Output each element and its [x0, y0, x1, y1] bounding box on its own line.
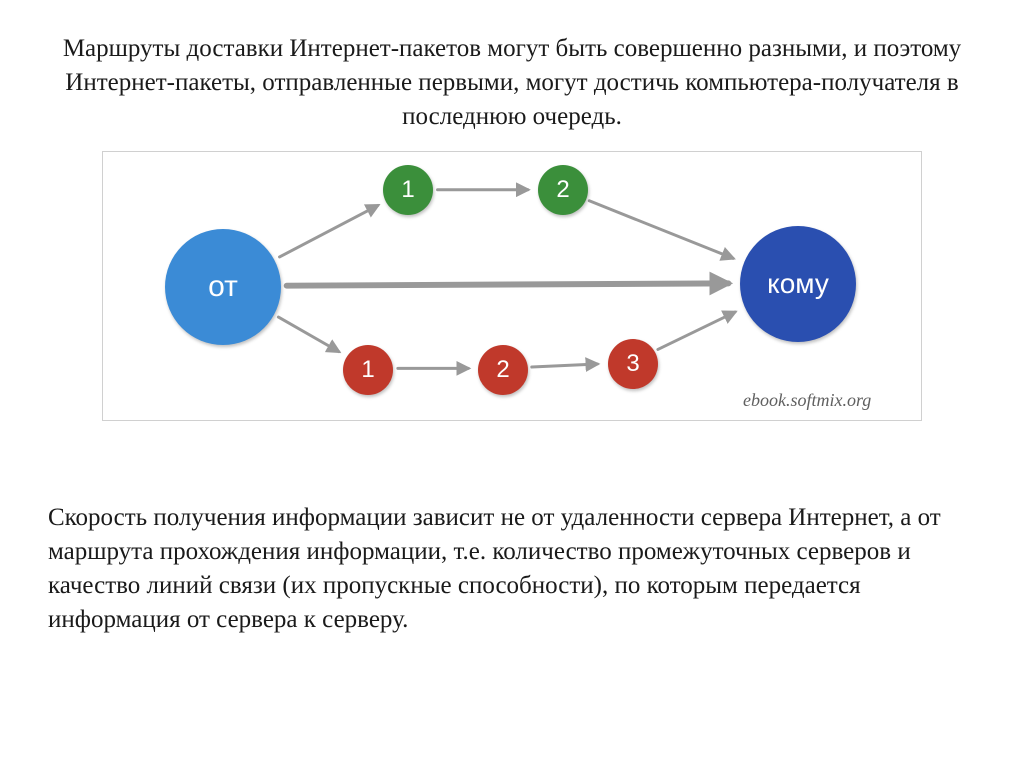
routing-diagram: от кому 1 2 1 2 3 ebook.softmix.org	[102, 151, 922, 421]
arrow	[589, 201, 733, 259]
paragraph-bottom: Скорость получения информации зависит не…	[0, 421, 1024, 636]
arrow	[532, 364, 598, 367]
node-r1: 1	[343, 345, 393, 395]
node-from: от	[165, 229, 281, 345]
node-to: кому	[740, 226, 856, 342]
node-r2: 2	[478, 345, 528, 395]
node-g2: 2	[538, 165, 588, 215]
arrow	[280, 206, 378, 258]
arrow	[278, 317, 338, 352]
paragraph-top: Маршруты доставки Интернет-пакетов могут…	[0, 0, 1024, 133]
node-g1: 1	[383, 165, 433, 215]
arrow	[287, 284, 729, 286]
arrow	[658, 312, 735, 349]
attribution-text: ebook.softmix.org	[743, 390, 871, 411]
node-r3: 3	[608, 339, 658, 389]
